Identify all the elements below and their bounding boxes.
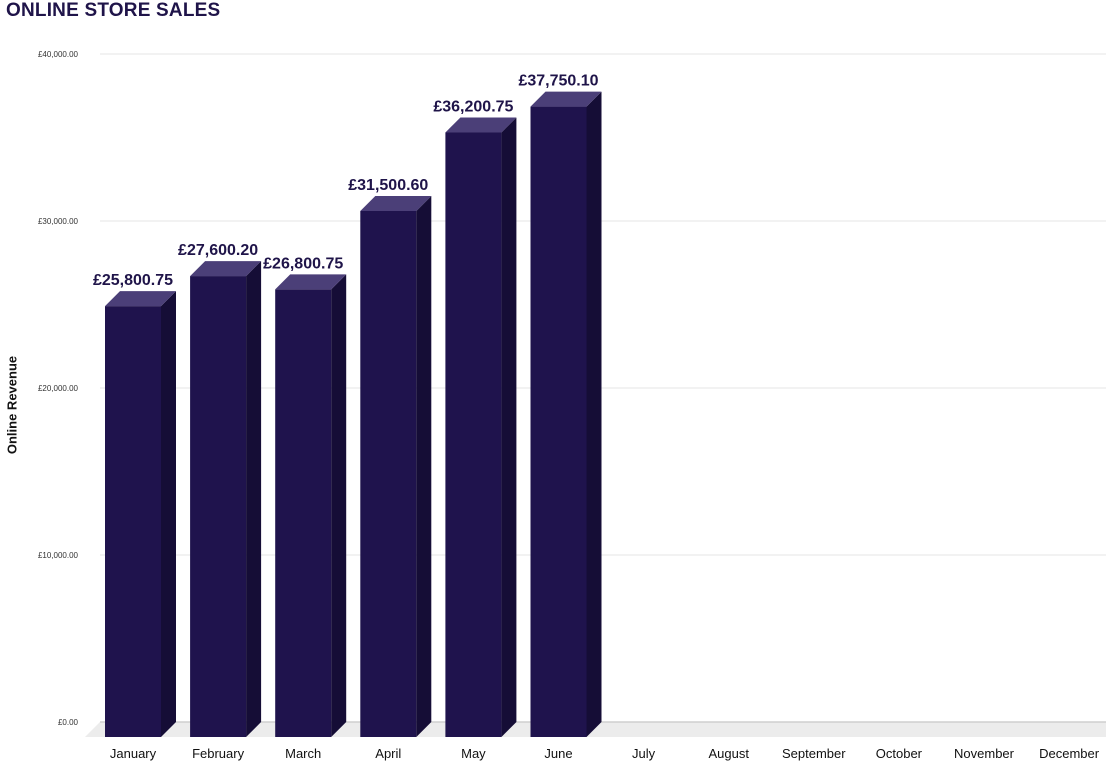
x-tick-label: December bbox=[1039, 746, 1100, 761]
data-labels: £25,800.75 £27,600.20 £26,800.75 £31,500.60… bbox=[93, 73, 599, 290]
bar-january bbox=[105, 291, 176, 737]
data-label: £27,600.20 bbox=[178, 242, 258, 259]
bar-march bbox=[275, 274, 347, 737]
x-tick-label: February bbox=[192, 746, 245, 761]
bar-front-face bbox=[275, 289, 332, 737]
bars bbox=[105, 91, 602, 738]
data-label: £37,750.10 bbox=[518, 73, 598, 90]
x-tick-label: July bbox=[632, 746, 656, 761]
bar-top-face bbox=[105, 291, 176, 307]
bar-side-face bbox=[246, 261, 262, 737]
bar-top-face bbox=[360, 195, 432, 211]
bar-front-face bbox=[360, 210, 417, 737]
y-tick-label: £0.00 bbox=[58, 718, 79, 727]
bar-front-face bbox=[445, 132, 502, 737]
data-label: £31,500.60 bbox=[348, 177, 428, 194]
x-tick-label: September bbox=[782, 746, 846, 761]
data-label: £25,800.75 bbox=[93, 272, 173, 289]
chart-title: ONLINE STORE SALES bbox=[6, 0, 221, 21]
x-axis-ticks: January February March April May June July Augu… bbox=[110, 746, 1100, 761]
bar-side-face bbox=[586, 91, 602, 737]
x-tick-label: November bbox=[954, 746, 1015, 761]
bar-may bbox=[445, 117, 517, 738]
x-tick-label: January bbox=[110, 746, 157, 761]
data-label: £26,800.75 bbox=[263, 255, 343, 272]
y-axis-ticks: £0.00 £10,000.00 £20,000.00 £30,000.00 £40,0… bbox=[38, 50, 79, 727]
x-tick-label: August bbox=[708, 746, 749, 761]
bar-front-face bbox=[530, 106, 587, 737]
x-tick-label: October bbox=[876, 746, 923, 761]
bar-june bbox=[530, 91, 602, 737]
y-tick-label: £10,000.00 bbox=[38, 551, 79, 560]
y-tick-label: £20,000.00 bbox=[38, 384, 79, 393]
bar-top-face bbox=[275, 274, 347, 290]
x-tick-label: March bbox=[285, 746, 321, 761]
gridlines bbox=[100, 53, 1106, 556]
x-tick-label: May bbox=[461, 746, 486, 761]
bar-april bbox=[360, 195, 432, 737]
bar-front-face bbox=[105, 306, 161, 737]
bar-side-face bbox=[161, 291, 176, 737]
bar-side-face bbox=[416, 195, 432, 737]
bar-side-face bbox=[331, 274, 347, 737]
x-tick-label: April bbox=[375, 746, 401, 761]
bar-top-face bbox=[190, 261, 262, 277]
bar-top-face bbox=[445, 117, 517, 133]
bar-top-face bbox=[530, 91, 602, 107]
bar-february bbox=[190, 261, 262, 737]
data-label: £36,200.75 bbox=[433, 98, 513, 115]
y-tick-label: £40,000.00 bbox=[38, 50, 79, 59]
bar-side-face bbox=[501, 117, 517, 738]
x-tick-label: June bbox=[544, 746, 572, 761]
y-tick-label: £30,000.00 bbox=[38, 217, 79, 226]
bar-front-face bbox=[190, 276, 247, 737]
